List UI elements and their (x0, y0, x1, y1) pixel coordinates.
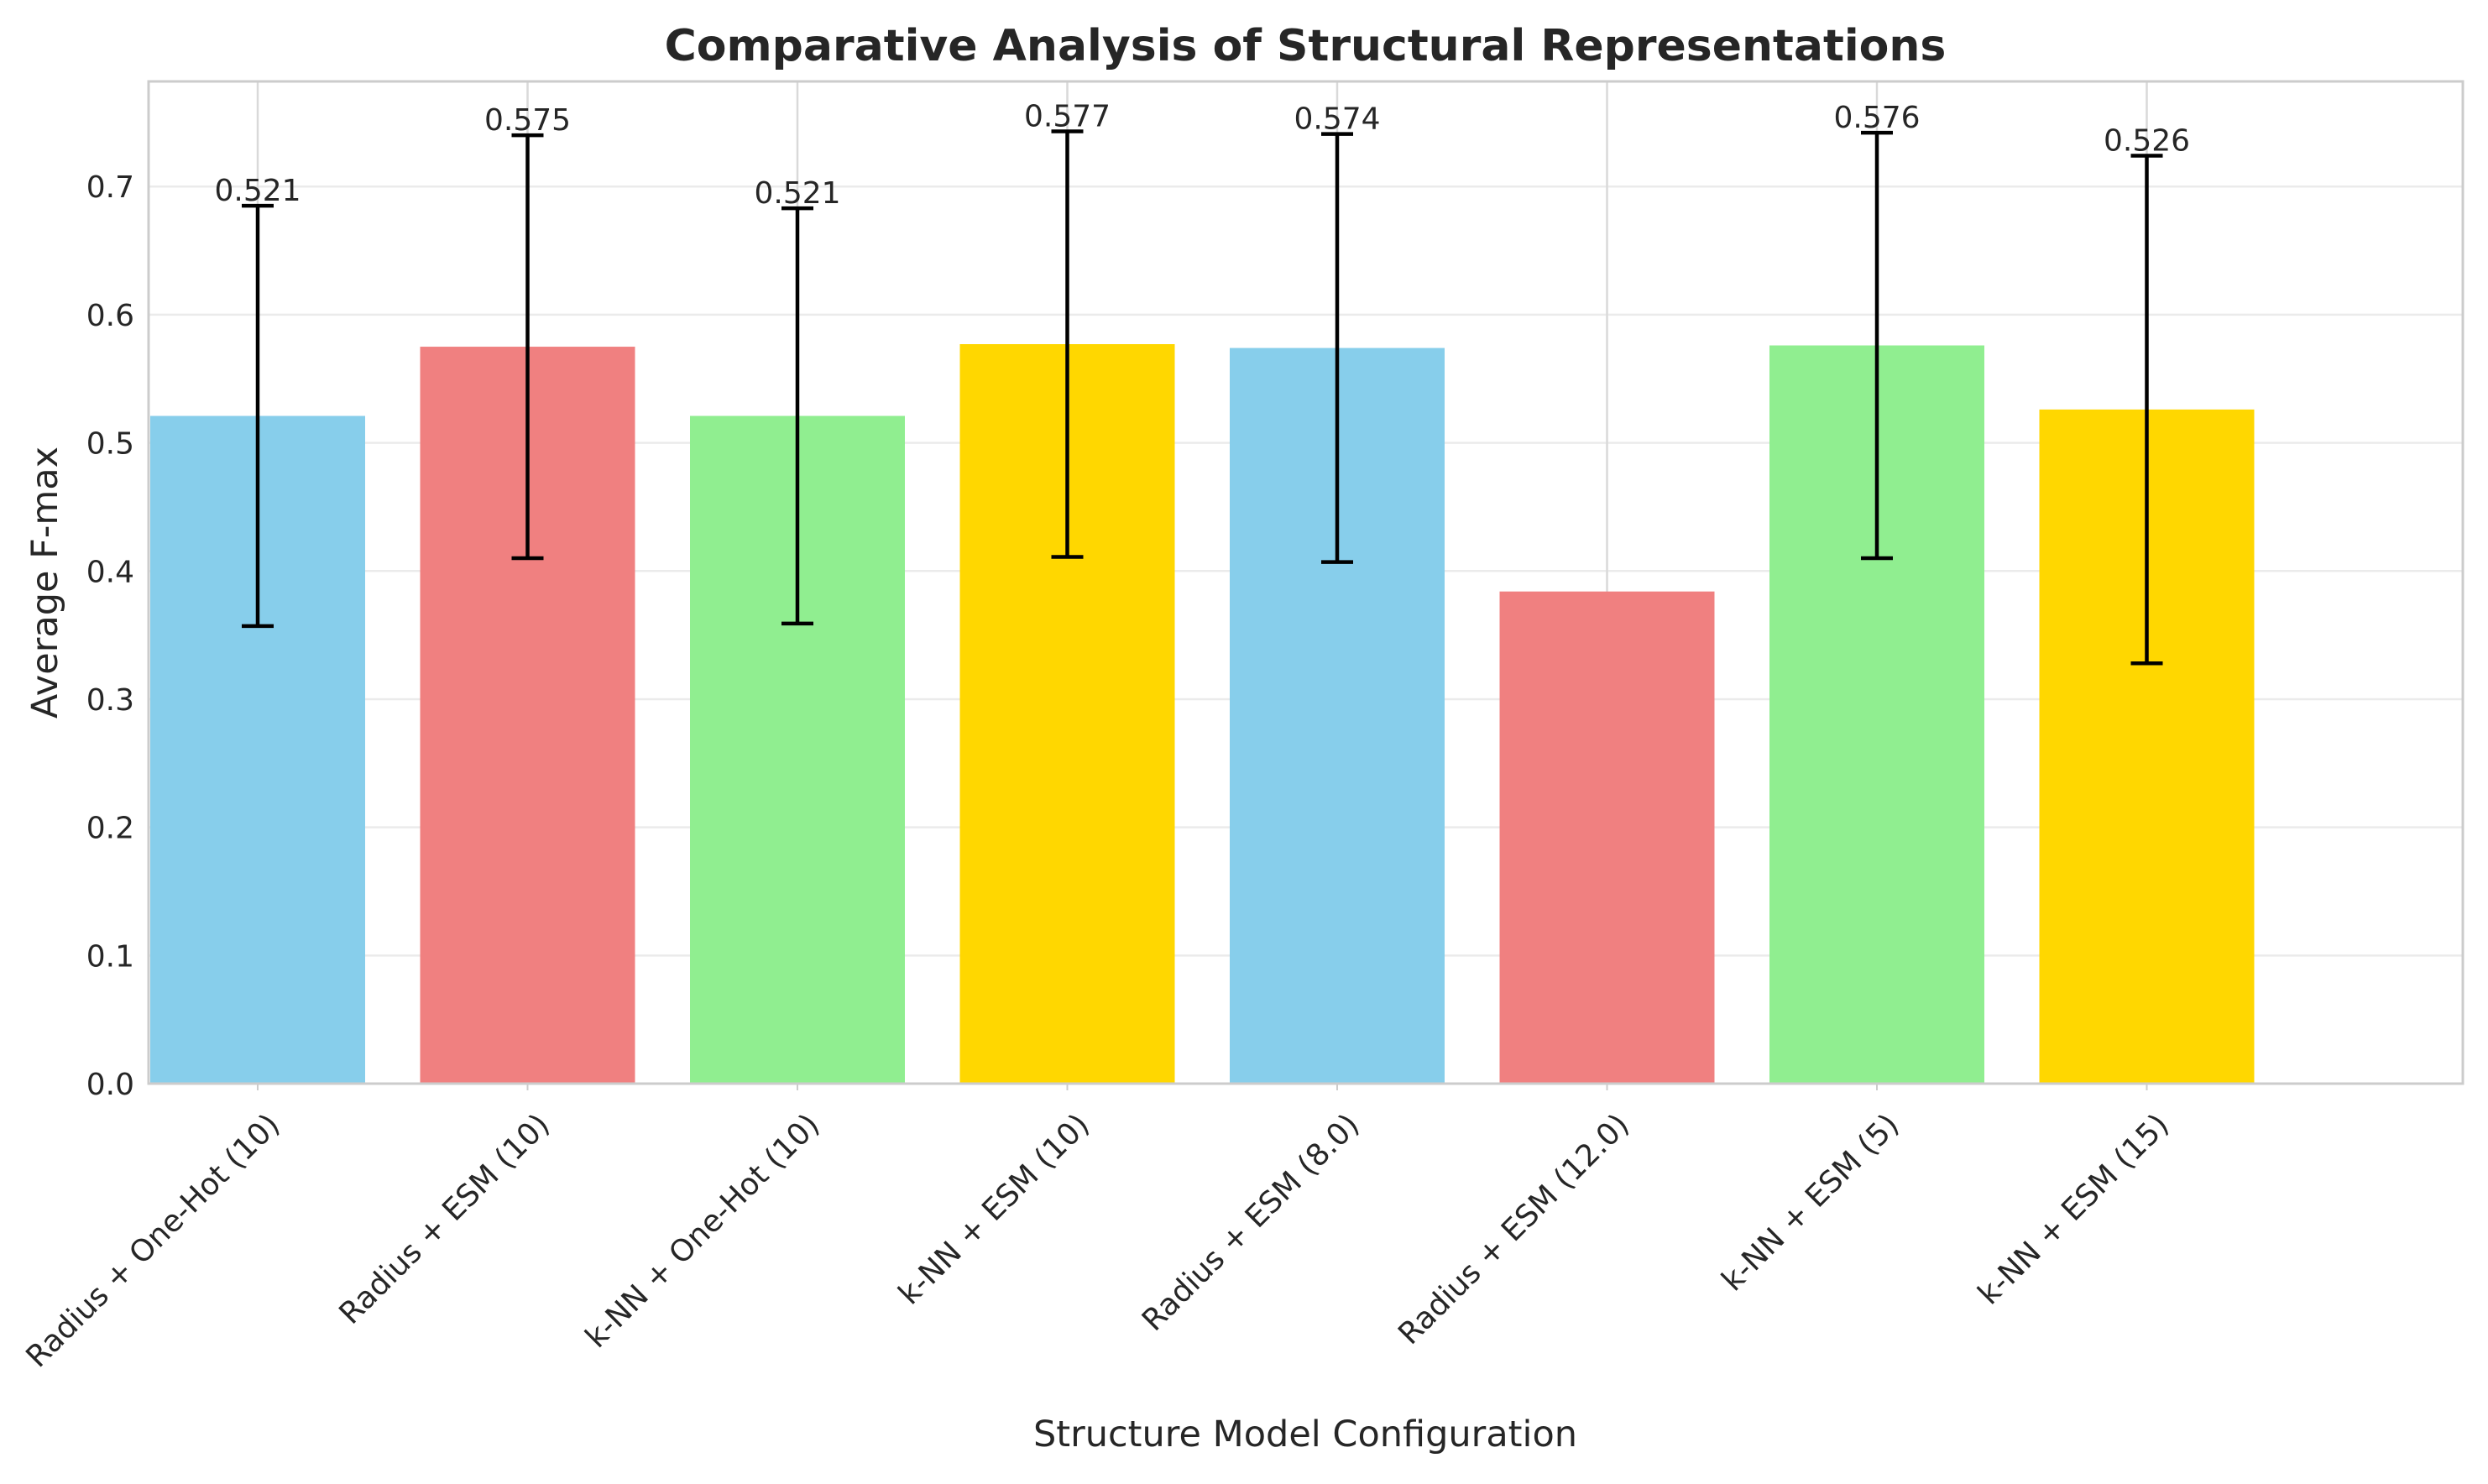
y-tick-label: 0.6 (86, 299, 134, 333)
bars (150, 344, 2255, 1084)
y-tick-label: 0.4 (86, 555, 134, 589)
y-tick-label: 0.2 (86, 812, 134, 846)
y-tick-label: 0.5 (86, 427, 134, 462)
y-tick-label: 0.1 (86, 939, 134, 974)
y-tick-label: 0.0 (86, 1068, 134, 1102)
y-tick-label: 0.7 (86, 170, 134, 205)
x-axis-label: Structure Model Configuration (1033, 1413, 1577, 1455)
plot-frame (147, 80, 2464, 1085)
y-axis-label: Average F-max (24, 447, 66, 718)
y-tick-label: 0.3 (86, 683, 134, 718)
value-label: 0.575 (484, 103, 571, 138)
value-labels: 0.521 0.575 0.521 0.577 0.574 0.576 0.526 (214, 100, 2190, 212)
y-axis-ticks: 0.0 0.1 0.2 0.3 0.4 0.5 0.6 0.7 (86, 170, 134, 1102)
value-label: 0.574 (1294, 102, 1380, 137)
value-label: 0.521 (214, 174, 301, 208)
value-label: 0.526 (2104, 124, 2190, 159)
value-label: 0.521 (754, 176, 840, 211)
chart-title: Comparative Analysis of Structural Repre… (665, 21, 1947, 71)
value-label: 0.576 (1833, 101, 1920, 135)
error-bars (242, 129, 2163, 666)
value-label: 0.577 (1024, 100, 1111, 134)
bar (1499, 591, 1715, 1084)
